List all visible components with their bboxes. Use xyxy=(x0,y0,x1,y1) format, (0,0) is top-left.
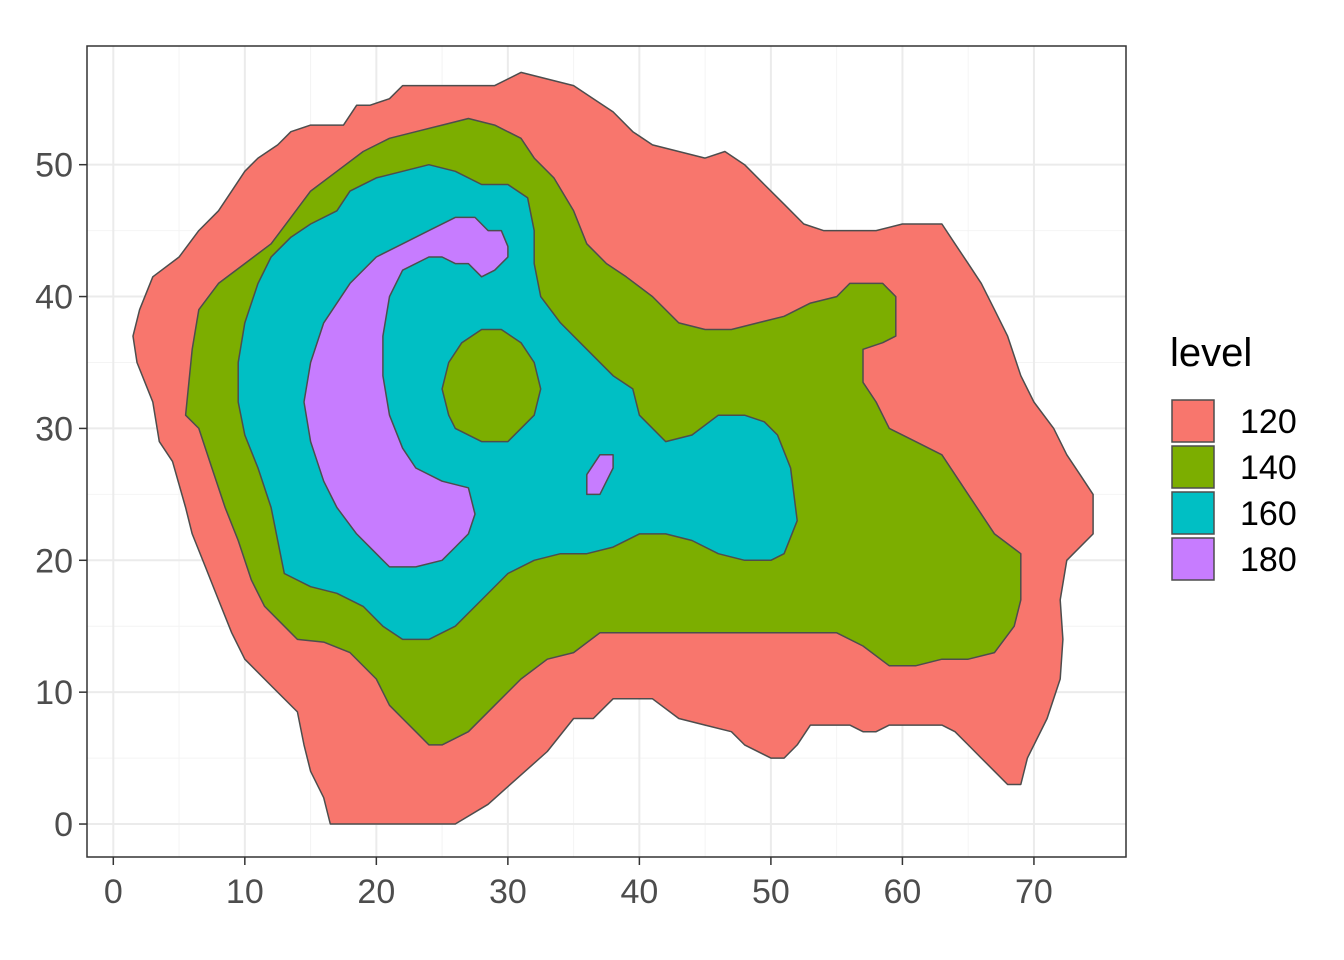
y-tick-label: 50 xyxy=(35,147,73,185)
y-tick-label: 20 xyxy=(35,542,73,580)
y-tick-label: 10 xyxy=(35,674,73,712)
legend: level 120 140 160 180 xyxy=(1170,331,1297,581)
legend-key-180 xyxy=(1171,537,1215,581)
legend-label-120: 120 xyxy=(1240,403,1297,441)
x-axis: 0 10 20 30 40 50 60 70 xyxy=(104,857,1053,911)
contour-band-140 xyxy=(441,328,542,443)
x-tick-label: 0 xyxy=(104,873,123,911)
contour-bands xyxy=(132,71,1094,825)
x-tick-label: 20 xyxy=(357,873,395,911)
x-tick-label: 60 xyxy=(884,873,922,911)
x-tick-label: 50 xyxy=(752,873,790,911)
y-tick-label: 0 xyxy=(54,806,73,844)
x-tick-label: 10 xyxy=(226,873,264,911)
y-axis: 0 10 20 30 40 50 xyxy=(35,147,87,844)
y-tick-label: 30 xyxy=(35,410,73,448)
legend-label-140: 140 xyxy=(1240,449,1297,487)
legend-title: level xyxy=(1170,331,1252,375)
legend-label-180: 180 xyxy=(1240,541,1297,579)
panel-border xyxy=(86,45,1127,858)
x-tick-label: 70 xyxy=(1015,873,1053,911)
y-tick-label: 40 xyxy=(35,279,73,317)
legend-label-160: 160 xyxy=(1240,495,1297,533)
x-tick-label: 40 xyxy=(620,873,658,911)
contour-band-180 xyxy=(303,216,509,568)
x-tick-label: 30 xyxy=(489,873,527,911)
contour-band-180 xyxy=(586,454,614,496)
legend-key-140 xyxy=(1171,445,1215,489)
legend-key-120 xyxy=(1171,399,1215,443)
legend-key-160 xyxy=(1171,491,1215,535)
